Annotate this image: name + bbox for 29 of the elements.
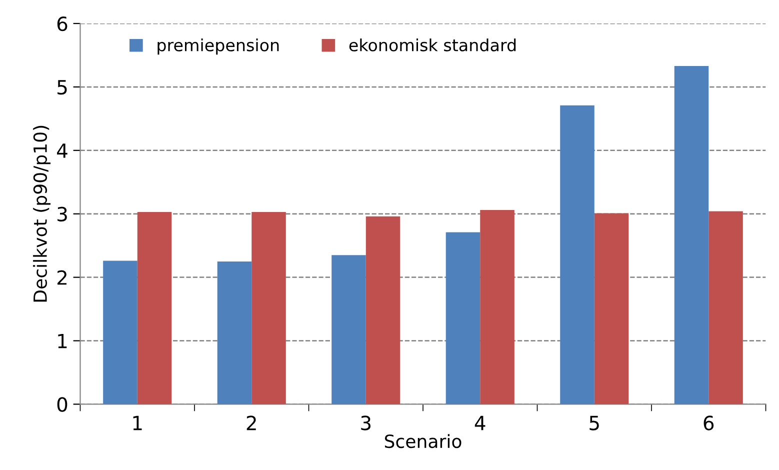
x-tick-label: 2 [246, 416, 256, 430]
bar [560, 105, 594, 404]
legend-label: ekonomisk standard [349, 38, 516, 52]
bar [103, 260, 138, 404]
y-tick-label: 4 [57, 144, 68, 158]
bar [217, 261, 252, 404]
x-tick-label: 4 [474, 416, 486, 430]
y-tick-label: 5 [58, 80, 67, 95]
bar [708, 211, 743, 404]
y-tick-label: 6 [57, 16, 68, 32]
y-axis-title: Decilkvot (p90/p10) [33, 126, 51, 302]
bar [674, 66, 709, 404]
x-tick-label: 5 [590, 416, 599, 430]
bar [480, 210, 514, 404]
legend-label: premiepension [158, 38, 279, 55]
y-tick-label: 2 [57, 270, 66, 285]
bar [332, 255, 366, 404]
bar [366, 216, 400, 404]
bar [446, 232, 480, 404]
bar [594, 213, 629, 404]
y-tick-label: 0 [57, 397, 68, 412]
y-tick-label: 1 [58, 334, 67, 348]
bar [137, 212, 172, 404]
y-tick-label: 3 [58, 206, 67, 222]
x-tick-label: 6 [704, 416, 714, 430]
x-tick-label: 1 [133, 416, 142, 430]
bar [252, 212, 286, 404]
x-axis-title: Scenario [384, 434, 462, 448]
x-tick-label: 3 [361, 416, 370, 430]
